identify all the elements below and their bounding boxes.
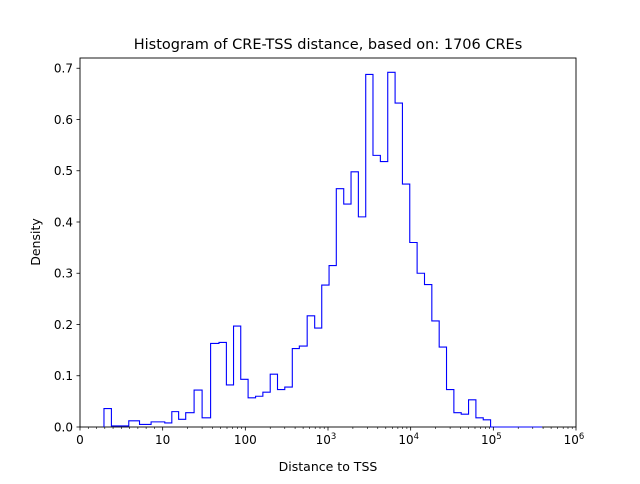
histogram-bin [373,155,380,427]
histogram-bin [425,285,432,427]
x-tick-label: 10 [155,433,170,447]
histogram-bin [263,392,270,427]
histogram-bin [476,418,483,427]
histogram-bin [461,414,468,427]
histogram-bin [432,321,439,427]
x-axis-ticks: 0 10 100 103 104 105 106 [76,427,584,447]
histogram-bin [234,326,241,427]
x-tick-label: 103 [316,432,337,447]
y-tick-label: 0.1 [54,369,73,383]
histogram-bin [140,424,152,427]
histogram-bin [241,379,248,427]
histogram-bin [165,423,172,427]
y-tick-label: 0.7 [54,62,73,76]
histogram-bin [402,184,409,427]
histogram-bin [226,385,233,427]
histogram-bins [104,72,491,427]
histogram-bin [151,422,165,427]
histogram-bin [179,419,186,427]
histogram-bin [120,426,129,427]
y-axis-label: Density [28,218,43,266]
histogram-bin [344,204,351,427]
histogram-bin [248,398,255,427]
histogram-bin [299,346,307,427]
histogram-bin [447,390,454,427]
histogram-bin [380,162,387,427]
y-tick-label: 0.6 [54,113,73,127]
x-tick-label-exponent: 3 [331,432,336,442]
histogram-bin [211,343,219,427]
histogram-bin [270,374,277,427]
histogram-bin [439,347,446,427]
histogram-bin [278,390,285,427]
histogram-bin [186,413,194,427]
x-tick-label: 100 [234,433,257,447]
x-tick-label: 0 [76,433,84,447]
x-tick-label-base: 10 [481,433,496,447]
histogram-bin [388,72,395,427]
histogram-bin [483,420,490,427]
histogram-bin [322,285,329,427]
x-tick-label: 105 [481,432,502,447]
histogram-bin [366,74,373,427]
histogram-bin [410,243,417,428]
x-tick-label-base: 10 [316,433,331,447]
y-tick-label: 0.3 [54,267,73,281]
histogram-bin [285,387,293,427]
histogram-bin [104,409,111,427]
histogram-bin [219,342,226,427]
histogram-bin [315,328,322,427]
histogram-bin [202,418,210,427]
histogram-bin [454,413,461,427]
histogram-bin [129,421,140,427]
x-tick-label: 104 [398,432,419,447]
histogram-bin [417,273,424,427]
y-tick-label: 0.5 [54,164,73,178]
x-tick-label-base: 0 [76,433,84,447]
histogram-bin [395,103,402,427]
x-tick-label-exponent: 4 [414,432,419,442]
x-tick-label-base: 10 [155,433,170,447]
chart-title: Histogram of CRE-TSS distance, based on:… [134,37,523,53]
y-tick-label: 0.2 [54,318,73,332]
histogram-bin [172,412,179,427]
histogram-bin [358,217,365,427]
histogram-step-line [103,71,543,428]
x-tick-label-exponent: 6 [579,432,584,442]
histogram-bin [351,172,358,427]
x-tick-label-exponent: 5 [496,432,501,442]
x-tick-label-base: 10 [398,433,413,447]
histogram-bin [194,390,202,427]
histogram-bin [336,189,343,427]
histogram-bin [307,316,314,427]
histogram-bin [292,349,299,427]
x-tick-label: 106 [564,432,585,447]
histogram-bin [329,266,336,427]
histogram-bin [111,426,119,427]
histogram-bin [256,396,263,427]
x-tick-label-base: 10 [564,433,579,447]
y-tick-label: 0.0 [54,420,73,434]
y-axis-ticks: 0.0 0.1 0.2 0.3 0.4 0.5 0.6 0.7 [54,62,80,434]
x-tick-label-base: 100 [234,433,257,447]
x-axis-label: Distance to TSS [279,459,378,474]
y-tick-label: 0.4 [54,215,73,229]
histogram-bin [469,400,476,427]
